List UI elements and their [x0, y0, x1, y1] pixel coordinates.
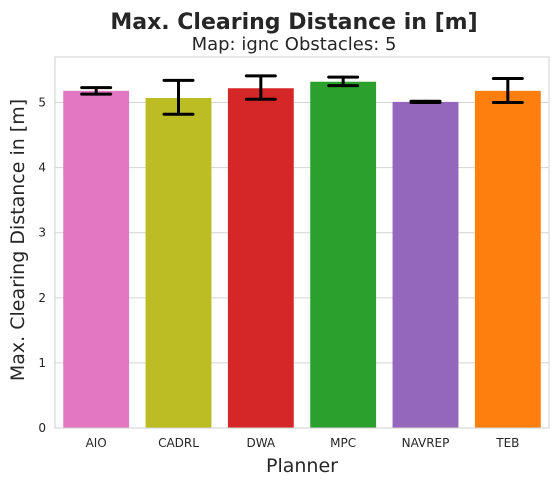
- x-tick-label: MPC: [330, 436, 356, 450]
- error-bar-dwa: [244, 74, 277, 101]
- chart-subtitle: Map: ignc Obstacles: 5: [192, 34, 397, 55]
- x-tick-label: CADRL: [158, 436, 199, 450]
- y-tick-label: 5: [38, 96, 46, 110]
- y-tick-label: 0: [38, 421, 46, 435]
- bar-aio: [63, 90, 130, 428]
- bar-dwa: [227, 88, 294, 429]
- error-bar-teb: [491, 76, 524, 105]
- x-tick-labels: AIO CADRL DWA MPC NAVREP TEB: [86, 436, 520, 450]
- x-tick-label: NAVREP: [402, 436, 450, 450]
- x-tick-label: AIO: [86, 436, 107, 450]
- error-bars: [80, 74, 524, 116]
- plot-frame: [54, 56, 550, 429]
- bars: [63, 81, 541, 429]
- x-axis-label: Planner: [266, 455, 338, 477]
- y-tick-label: 3: [38, 226, 46, 240]
- y-tick-labels: 0 1 2 3 4 5: [38, 96, 46, 435]
- y-tick-label: 2: [38, 291, 46, 305]
- error-bar-aio: [80, 86, 113, 96]
- x-tick-label: DWA: [246, 436, 275, 450]
- x-tick-label: TEB: [495, 436, 519, 450]
- bar-cadrl: [145, 98, 212, 429]
- error-bar-navrep: [409, 99, 442, 105]
- bar-navrep: [392, 101, 459, 429]
- y-tick-label: 1: [38, 356, 46, 370]
- chart-title: Max. Clearing Distance in [m]: [110, 10, 477, 35]
- y-axis-label: Max. Clearing Distance in [m]: [7, 99, 29, 381]
- error-bar-mpc: [327, 75, 360, 88]
- y-tick-label: 4: [38, 161, 46, 175]
- bar-teb: [474, 90, 541, 428]
- bar-mpc: [310, 81, 377, 428]
- error-bar-cadrl: [162, 78, 195, 116]
